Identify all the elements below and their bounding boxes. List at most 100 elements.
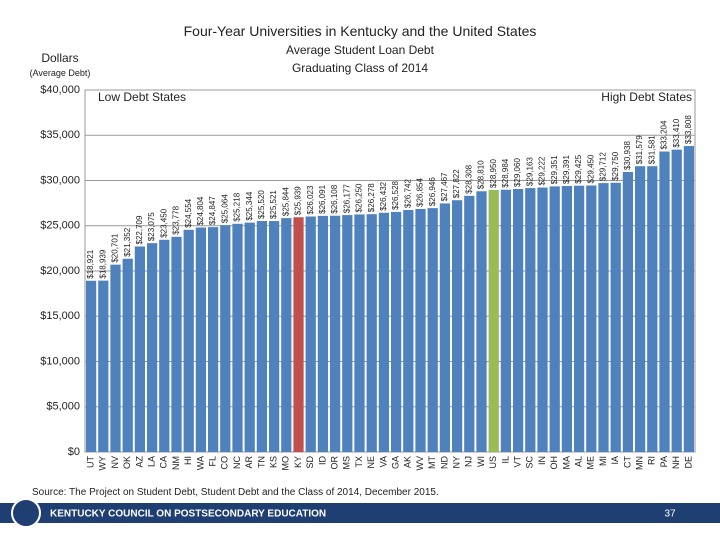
x-tick-label: NH [671, 456, 681, 469]
bar [317, 215, 329, 452]
bar [439, 203, 451, 452]
value-label: $26,432 [379, 181, 388, 210]
value-label: $25,939 [294, 186, 303, 215]
x-tick-label: WV [415, 456, 425, 471]
bar [342, 215, 353, 452]
value-label: $26,108 [330, 184, 339, 213]
x-tick-label: NJ [464, 456, 474, 467]
value-label: $25,218 [233, 192, 242, 221]
bar [134, 246, 146, 452]
x-tick-label: TN [256, 456, 266, 468]
y-tick-label: $25,000 [40, 220, 80, 232]
page-number: 37 [664, 509, 676, 520]
y-tick-label: $5,000 [46, 401, 80, 413]
x-tick-label: NY [451, 456, 461, 469]
value-label: $29,750 [611, 151, 620, 180]
bar [256, 221, 268, 452]
x-tick-label: IN [537, 456, 547, 465]
x-tick-label: AR [244, 456, 254, 469]
value-label: $18,921 [86, 249, 95, 278]
bar [598, 183, 609, 453]
x-tick-label: CT [622, 456, 632, 468]
value-label: $26,946 [428, 177, 437, 206]
bar [268, 221, 280, 452]
value-label: $25,844 [281, 187, 290, 216]
x-tick-label: NE [366, 456, 376, 469]
value-label: $26,854 [416, 178, 425, 207]
x-tick-label: HI [183, 456, 193, 465]
y-tick-label: $20,000 [40, 265, 80, 277]
bar [183, 229, 194, 452]
value-label: $25,520 [257, 190, 266, 219]
footer-org: KENTUCKY COUNCIL ON POSTSECONDARY EDUCAT… [50, 509, 326, 520]
x-tick-label: MA [561, 456, 571, 470]
x-tick-label: RI [647, 456, 657, 465]
bar [671, 149, 682, 452]
x-tick-label: TX [354, 456, 364, 468]
bar [537, 187, 548, 452]
x-tick-label: VA [378, 456, 388, 467]
value-label: $25,064 [220, 194, 229, 223]
value-label: $20,701 [111, 233, 120, 262]
bar [110, 264, 121, 452]
bar [573, 185, 585, 453]
bar [561, 186, 573, 452]
y-tick-label: $0 [68, 446, 80, 458]
value-label: $30,938 [623, 141, 632, 170]
bar [488, 190, 499, 452]
bar [85, 280, 97, 452]
x-tick-label: OR [329, 455, 339, 469]
x-tick-label: AL [573, 456, 583, 467]
bar [329, 215, 341, 452]
x-tick-label: SC [525, 456, 535, 469]
y-tick-label: $35,000 [40, 129, 80, 141]
bar [232, 223, 243, 452]
chart-subtitle: Graduating Class of 2014 [292, 61, 428, 75]
value-label: $29,391 [562, 155, 571, 184]
x-tick-label: KY [293, 456, 303, 468]
value-label: $23,450 [159, 208, 168, 237]
annotation: High Debt States [601, 90, 692, 104]
value-label: $18,939 [98, 249, 107, 278]
bar [390, 211, 402, 452]
y-tick-label: $30,000 [40, 174, 80, 186]
x-tick-label: MS [342, 456, 352, 470]
chart-title: Four-Year Universities in Kentucky and t… [184, 23, 537, 39]
bar [146, 243, 158, 452]
bar [647, 166, 658, 452]
value-label: $23,778 [172, 205, 181, 234]
x-tick-label: CO [220, 456, 230, 470]
x-tick-label: NM [171, 456, 181, 470]
bar [464, 195, 475, 452]
x-tick-label: MN [634, 456, 644, 470]
bar [586, 185, 597, 453]
value-label: $28,950 [489, 159, 498, 188]
x-tick-label: FL [207, 456, 217, 467]
value-label: $26,250 [355, 183, 364, 212]
bar [525, 188, 536, 453]
value-label: $28,308 [464, 164, 473, 193]
chart-subtitle: Average Student Loan Debt [286, 43, 435, 57]
bar [500, 189, 512, 452]
value-label: $26,177 [342, 184, 351, 213]
x-tick-label: MO [281, 456, 291, 471]
value-label: $29,222 [538, 156, 547, 185]
bar [451, 200, 463, 452]
x-tick-label: WA [195, 456, 205, 470]
bar [622, 172, 634, 452]
bar [366, 214, 377, 452]
bar [354, 214, 365, 452]
value-label: $29,060 [513, 158, 522, 187]
bar [683, 146, 695, 452]
value-label: $29,450 [586, 154, 595, 183]
bar [171, 236, 182, 452]
bar [220, 225, 231, 452]
x-tick-label: NC [232, 456, 242, 469]
x-tick-label: MI [598, 456, 608, 466]
bar [122, 258, 133, 452]
x-tick-label: OK [122, 456, 132, 469]
value-label: $25,521 [269, 190, 278, 219]
value-label: $28,984 [501, 158, 510, 187]
bar [427, 208, 438, 452]
x-tick-label: GA [390, 456, 400, 469]
